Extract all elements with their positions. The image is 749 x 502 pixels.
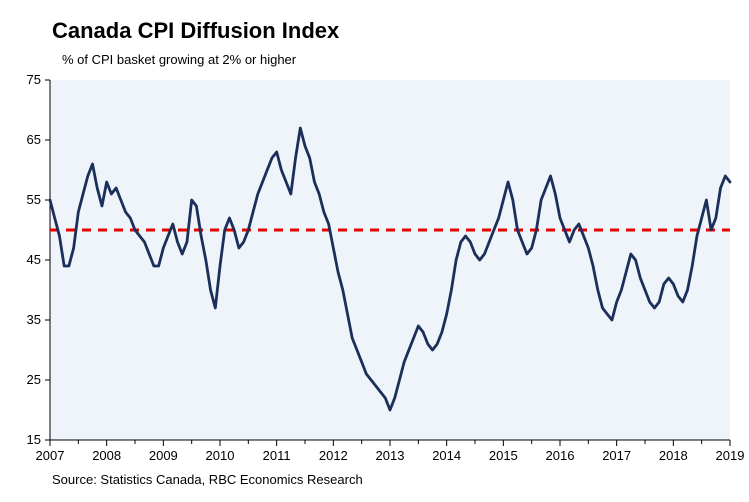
chart-source: Source: Statistics Canada, RBC Economics… <box>52 472 363 487</box>
y-tick-label: 15 <box>27 432 41 447</box>
y-tick-label: 25 <box>27 372 41 387</box>
x-tick-label: 2009 <box>149 448 178 463</box>
chart-svg: 15 25 35 45 55 65 75 2007 2008 2009 2010 2011 2012 20… <box>0 0 749 502</box>
x-tick-label: 2012 <box>319 448 348 463</box>
y-tick-label: 55 <box>27 192 41 207</box>
x-tick-label: 2010 <box>206 448 235 463</box>
y-tick-label: 45 <box>27 252 41 267</box>
x-tick-label: 2016 <box>546 448 575 463</box>
x-tick-label: 2017 <box>602 448 631 463</box>
y-tick-label: 35 <box>27 312 41 327</box>
x-tick-label: 2019 <box>716 448 745 463</box>
x-tick-label: 2011 <box>263 448 291 463</box>
x-tick-label: 2015 <box>489 448 518 463</box>
y-tick-label: 65 <box>27 132 41 147</box>
cpi-series-line <box>50 128 730 410</box>
y-tick-label: 75 <box>27 72 41 87</box>
x-tick-label: 2008 <box>92 448 121 463</box>
x-tick-label: 2007 <box>36 448 65 463</box>
x-tick-label: 2013 <box>376 448 405 463</box>
x-tick-label: 2018 <box>659 448 688 463</box>
x-tick-label: 2014 <box>432 448 461 463</box>
chart-container: Canada CPI Diffusion Index % of CPI bask… <box>0 0 749 502</box>
